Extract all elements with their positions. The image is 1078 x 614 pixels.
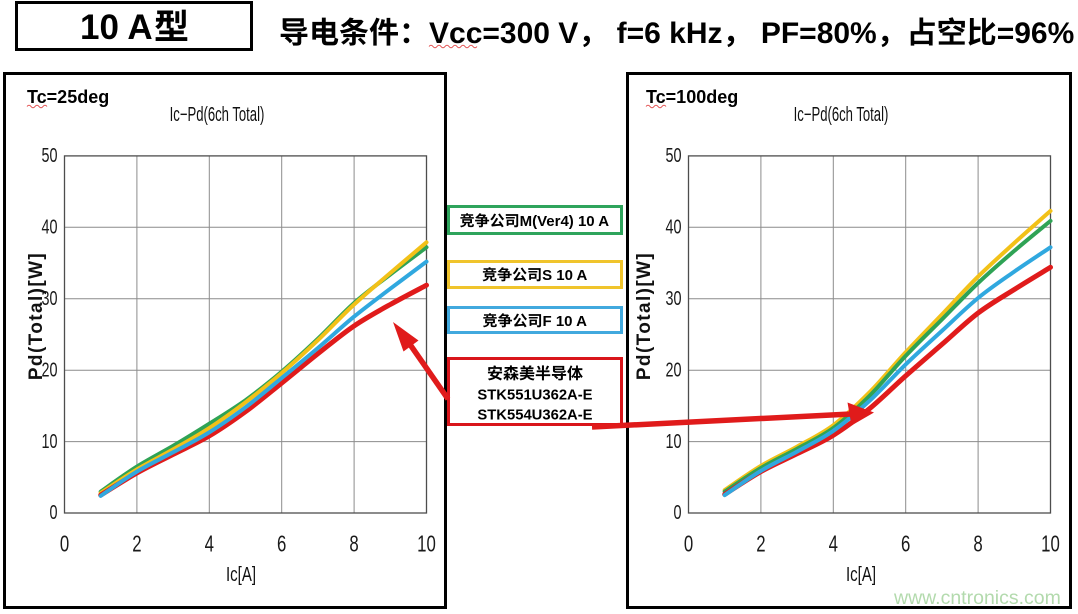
svg-text:Pd(Total)[W]: Pd(Total)[W] [634,252,655,380]
svg-text:PF=80%: PF=80% [753,17,877,50]
svg-text:10: 10 [665,429,681,452]
svg-text:0: 0 [60,532,69,557]
svg-text:50: 50 [41,144,57,167]
svg-text:8: 8 [349,532,358,557]
svg-text:Vcc=300 V: Vcc=300 V [429,17,578,50]
svg-text:6: 6 [277,532,286,557]
svg-text:4: 4 [205,532,214,557]
svg-text:0: 0 [49,501,57,524]
svg-text:F 10 A: F 10 A [543,313,588,330]
svg-text:30: 30 [665,287,681,310]
svg-text:50: 50 [665,144,681,167]
svg-text:Ic[A]: Ic[A] [226,563,256,586]
svg-text:STK551U362A-E: STK551U362A-E [477,388,592,404]
svg-text:Ic[A]: Ic[A] [846,563,876,586]
svg-text:S 10 A: S 10 A [542,267,587,284]
svg-text:f=6 kHz: f=6 kHz [608,17,722,50]
svg-text:20: 20 [41,358,57,381]
svg-text:10 A: 10 A [80,8,153,47]
svg-text:2: 2 [132,532,141,557]
svg-text:40: 40 [665,215,681,238]
svg-text:www.cntronics.com: www.cntronics.com [893,587,1061,609]
svg-text:10: 10 [417,532,436,557]
svg-text:20: 20 [665,358,681,381]
svg-text:M(Ver4) 10 A: M(Ver4) 10 A [520,213,610,230]
svg-text:Tc=100deg: Tc=100deg [646,87,738,107]
svg-text:Ic−Pd(6ch Total): Ic−Pd(6ch Total) [794,103,889,125]
svg-text:4: 4 [829,532,838,557]
svg-text:40: 40 [41,215,57,238]
svg-text:10: 10 [41,429,57,452]
svg-text:2: 2 [756,532,765,557]
svg-text:30: 30 [41,287,57,310]
svg-text:6: 6 [901,532,910,557]
svg-text:0: 0 [673,501,681,524]
svg-text:Tc=25deg: Tc=25deg [27,87,109,107]
svg-text:10: 10 [1041,532,1060,557]
svg-text:Pd(Total)[W]: Pd(Total)[W] [26,252,47,380]
svg-text:STK554U362A-E: STK554U362A-E [477,408,592,424]
svg-text:8: 8 [973,532,982,557]
svg-text:Ic−Pd(6ch Total): Ic−Pd(6ch Total) [170,103,265,125]
svg-text:=96%: =96% [997,17,1075,50]
svg-text:0: 0 [684,532,693,557]
